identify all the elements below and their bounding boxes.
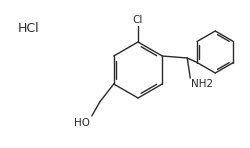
Text: Cl: Cl (132, 15, 142, 25)
Text: NH2: NH2 (190, 79, 212, 89)
Text: HCl: HCl (18, 21, 40, 34)
Text: HO: HO (74, 118, 90, 128)
